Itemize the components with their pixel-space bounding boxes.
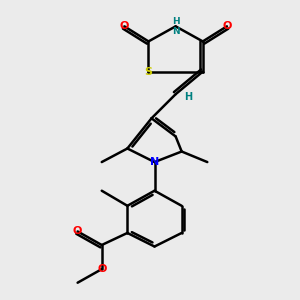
Text: O: O: [120, 21, 129, 31]
Text: O: O: [73, 226, 82, 236]
Text: H
N: H N: [172, 16, 179, 36]
Text: N: N: [150, 157, 159, 167]
Text: S: S: [145, 67, 152, 76]
Text: O: O: [97, 264, 106, 274]
Text: H: H: [184, 92, 192, 102]
Text: O: O: [222, 21, 232, 31]
